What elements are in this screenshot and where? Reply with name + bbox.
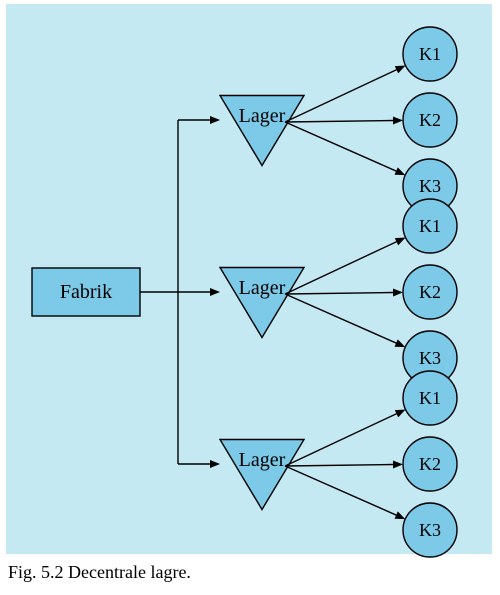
customer-label: K1	[419, 216, 441, 236]
warehouse-label: Lager	[239, 449, 286, 471]
customer-label: K3	[419, 520, 441, 540]
customer-label: K1	[419, 44, 441, 64]
customer-label: K2	[419, 110, 441, 130]
figure-caption: Fig. 5.2 Decentrale lagre.	[8, 562, 191, 582]
customer-label: K3	[419, 176, 441, 196]
customer-label: K3	[419, 348, 441, 368]
distribution-diagram: Fabrik Lager Lager Lager K1 K2 K3 K1 K2 K3 K1 K2 K3 F…	[0, 0, 500, 590]
customer-label: K2	[419, 282, 441, 302]
customer-label: K1	[419, 388, 441, 408]
warehouse-label: Lager	[239, 277, 286, 299]
warehouse-label: Lager	[239, 105, 286, 127]
factory-label: Fabrik	[60, 281, 112, 303]
customer-label: K2	[419, 454, 441, 474]
